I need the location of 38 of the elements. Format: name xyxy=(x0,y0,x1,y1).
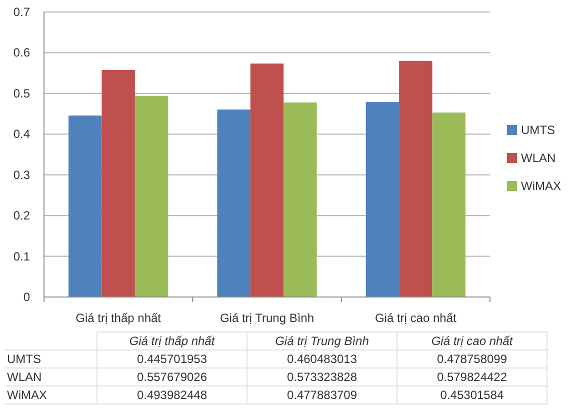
data-label: 0.477883709 xyxy=(286,388,358,402)
legend-label: WiMAX xyxy=(521,179,561,193)
category-label: Giá trị Trung Bình xyxy=(275,334,369,348)
category-label: Giá trị cao nhất xyxy=(431,334,513,348)
data-label: 0.445701953 xyxy=(136,352,208,366)
y-tick-label: 0.2 xyxy=(13,208,30,223)
data-label: 0.579824422 xyxy=(436,370,508,384)
bar xyxy=(68,116,102,297)
legend-label: UMTS xyxy=(521,123,555,137)
bar xyxy=(432,112,466,297)
data-label: 0.573323828 xyxy=(286,370,358,384)
text: WLAN xyxy=(7,370,42,384)
x-tick-label: Giá trị Trung Bình xyxy=(220,311,314,325)
data-label: 0.460483013 xyxy=(286,352,358,366)
data-label: 0.45301584 xyxy=(440,388,504,402)
y-tick-label: 0.5 xyxy=(13,86,30,100)
y-tick-label: 0.3 xyxy=(13,168,30,182)
y-tick-label: 0.6 xyxy=(13,46,30,60)
text: WiMAX xyxy=(7,388,47,402)
bar xyxy=(284,102,317,297)
bar xyxy=(399,60,432,297)
bar xyxy=(102,70,135,297)
x-tick-label: Giá trị cao nhất xyxy=(374,311,458,325)
legend-label: WLAN xyxy=(521,151,556,165)
data-label: 0.478758099 xyxy=(436,352,508,366)
y-tick-label: 0.7 xyxy=(13,5,30,19)
y-tick-label: 0.4 xyxy=(13,127,30,142)
bar xyxy=(134,96,168,297)
data-label: 0.557679026 xyxy=(136,370,208,384)
bar xyxy=(250,64,284,297)
text: UMTS xyxy=(7,352,41,366)
x-tick-label: Giá trị thấp nhất xyxy=(76,311,162,325)
y-tick-label: 0 xyxy=(23,290,30,304)
data-label: 0.493982448 xyxy=(136,388,208,402)
bar xyxy=(217,110,250,297)
y-tick-label: 0.1 xyxy=(13,249,30,264)
bar xyxy=(366,102,400,297)
category-label: Giá trị thấp nhất xyxy=(129,334,215,348)
